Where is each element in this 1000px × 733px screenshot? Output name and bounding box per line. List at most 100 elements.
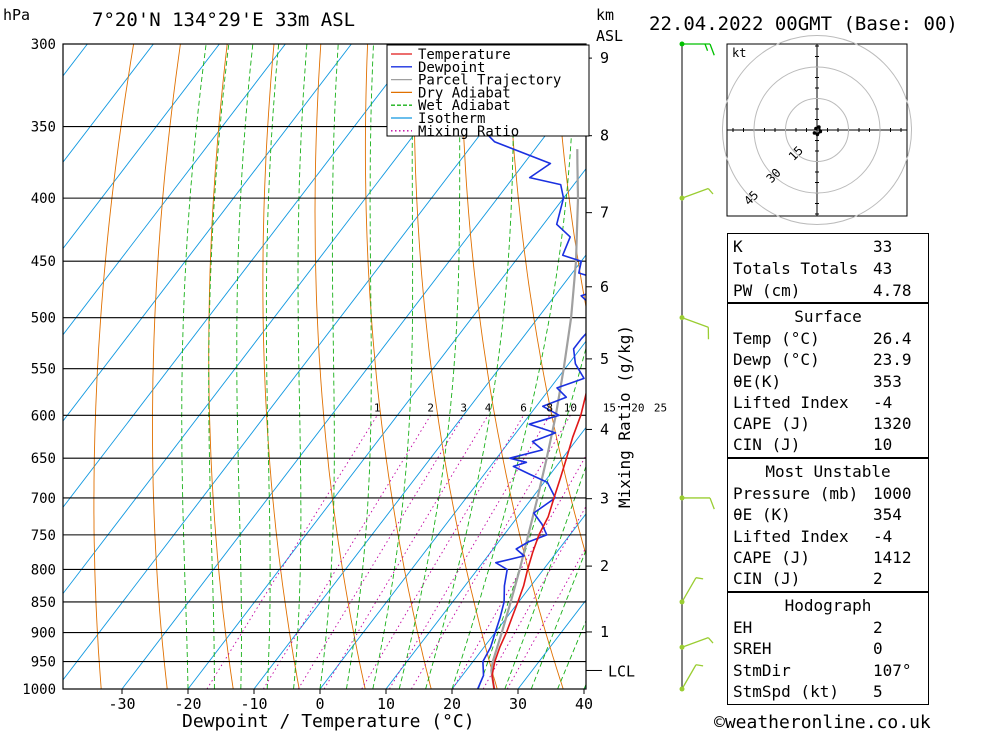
wet-adiabat-line <box>181 44 207 689</box>
pressure-tick-label: 800 <box>31 562 56 578</box>
height-tick-label: 6 <box>600 278 609 296</box>
hodograph-row: StmDir 107° <box>733 661 912 680</box>
isobar-lines <box>63 44 586 689</box>
most-unstable-row: Pressure (mb) 1000 <box>733 484 912 503</box>
surface-row: Temp (°C) 26.4 <box>733 329 912 348</box>
temperature-tick-label: 30 <box>509 695 527 713</box>
wet-adiabat-line <box>372 44 415 689</box>
isotherm-line <box>63 44 484 595</box>
dry-adiabat-line <box>929 44 1000 689</box>
hodograph-row: StmSpd (kt) 5 <box>733 682 883 701</box>
isotherm-line <box>63 44 286 336</box>
isotherm-line <box>253 254 586 689</box>
height-tick-label: 9 <box>600 49 609 67</box>
legend-entry-label: Temperature <box>418 47 511 63</box>
mixing-ratio-label: 1 <box>374 401 381 414</box>
wind-barb-flag <box>695 664 704 667</box>
legend-entry-label: Wet Adiabat <box>418 98 511 114</box>
surface-row: Lifted Index -4 <box>733 393 893 412</box>
mixing-ratio-label: 8 <box>546 401 553 414</box>
mixing-ratio-lines <box>206 415 586 689</box>
mixing-ratio-label: 15 <box>603 401 616 414</box>
mixing-ratio-line <box>361 415 524 689</box>
surface-row: CAPE (J) 1320 <box>733 414 912 433</box>
pressure-tick-label: 600 <box>31 408 56 424</box>
wet-adiabat-line <box>319 44 339 689</box>
temperature-line <box>491 390 586 689</box>
wind-barb-flag <box>709 43 715 56</box>
pressure-axis: 300 350 400 450 500 550 600 650 700 750 800 850 900 9… <box>22 37 56 698</box>
most-unstable-row: CIN (J) 2 <box>733 569 883 588</box>
parcel-trajectory-line <box>490 149 580 689</box>
sounding-series <box>476 73 586 689</box>
hodograph-table-title: Hodograph <box>784 596 872 615</box>
wind-barb-staff <box>681 637 709 648</box>
height-tick-label: 3 <box>600 490 609 508</box>
mixing-ratio-labels: 1 2 3 4 6 8 10 15 20 25 <box>374 401 667 414</box>
mixing-ratio-label: 3 <box>460 401 467 414</box>
wet-adiabat-line <box>236 44 254 689</box>
pressure-tick-label: 900 <box>31 626 56 642</box>
surface-row: CIN (J) 10 <box>733 435 893 454</box>
most-unstable-row: CAPE (J) 1412 <box>733 548 912 567</box>
legend-entry-label: Parcel Trajectory <box>418 73 561 89</box>
wind-barb-staff <box>681 187 709 199</box>
most-unstable-table: Most Unstable Pressure (mb) 1000 θE (K) 35… <box>727 458 929 592</box>
height-tick-label: 1 <box>600 623 609 641</box>
legend-entry-label: Dry Adiabat <box>418 85 511 101</box>
wind-barb-flag <box>695 577 704 580</box>
dewpoint-line <box>476 73 586 689</box>
pressure-tick-label: 950 <box>31 655 56 671</box>
pressure-tick-label: 300 <box>31 37 56 53</box>
isotherm-line <box>63 44 352 422</box>
wind-barb-staff <box>681 664 697 690</box>
wet-adiabat-line <box>265 44 280 689</box>
plot-frame <box>62 43 587 690</box>
hodograph-table: Hodograph EH 2 SREH 0 StmDir 107° StmSpd (k… <box>727 592 929 705</box>
dry-adiabat-line <box>976 44 1000 689</box>
index-row-pw: PW (cm) 4.78 <box>733 281 912 300</box>
wet-adiabat-line <box>208 44 230 689</box>
height-tick-label: 4 <box>600 420 609 438</box>
mixing-ratio-label: 6 <box>520 401 527 414</box>
mixing-ratio-label: 20 <box>631 401 644 414</box>
mixing-ratio-label: 10 <box>564 401 577 414</box>
wind-barb-flag <box>704 43 709 51</box>
hodograph-unit: kt <box>732 46 746 60</box>
isotherm-line <box>63 44 154 163</box>
legend-entry-label: Dewpoint <box>418 60 485 76</box>
most-unstable-row: θE (K) 354 <box>733 505 902 524</box>
mixing-ratio-line <box>506 546 586 689</box>
wet-adiabat-line <box>293 44 308 689</box>
height-axis: 1 2 3 4 5 6 7 8 9 LCL <box>586 49 635 680</box>
dry-adiabat-line <box>262 44 300 689</box>
mixing-ratio-line <box>389 415 551 689</box>
x-axis-title: Dewpoint / Temperature (°C) <box>182 711 475 732</box>
hpa-unit-label: hPa <box>3 6 30 24</box>
pressure-tick-label: 1000 <box>22 682 56 698</box>
legend-entry-label: Mixing Ratio <box>418 124 519 140</box>
isotherm-line <box>63 44 550 681</box>
mixing-ratio-line <box>263 415 431 689</box>
temperature-tick-label: -20 <box>174 695 201 713</box>
wet-adiabat-line <box>398 44 461 689</box>
wind-barb-flag <box>707 188 714 195</box>
height-tick-label: 7 <box>600 204 609 222</box>
hodograph-ring <box>753 66 881 194</box>
temperature-tick-label: -30 <box>108 695 135 713</box>
pressure-tick-label: 500 <box>31 311 56 327</box>
pressure-tick-label: 850 <box>31 595 56 611</box>
wet-adiabat-line <box>425 44 515 689</box>
temperature-tick-label: -10 <box>240 695 267 713</box>
dry-adiabat-line <box>152 44 181 689</box>
most-unstable-title: Most Unstable <box>765 462 891 481</box>
hodograph-ring <box>722 35 912 225</box>
mixing-ratio-label: 25 <box>654 401 667 414</box>
asl-unit-label: ASL <box>596 27 623 45</box>
wet-adiabat-line <box>345 44 374 689</box>
pressure-tick-label: 350 <box>31 120 56 136</box>
height-tick-label: 2 <box>600 557 609 575</box>
